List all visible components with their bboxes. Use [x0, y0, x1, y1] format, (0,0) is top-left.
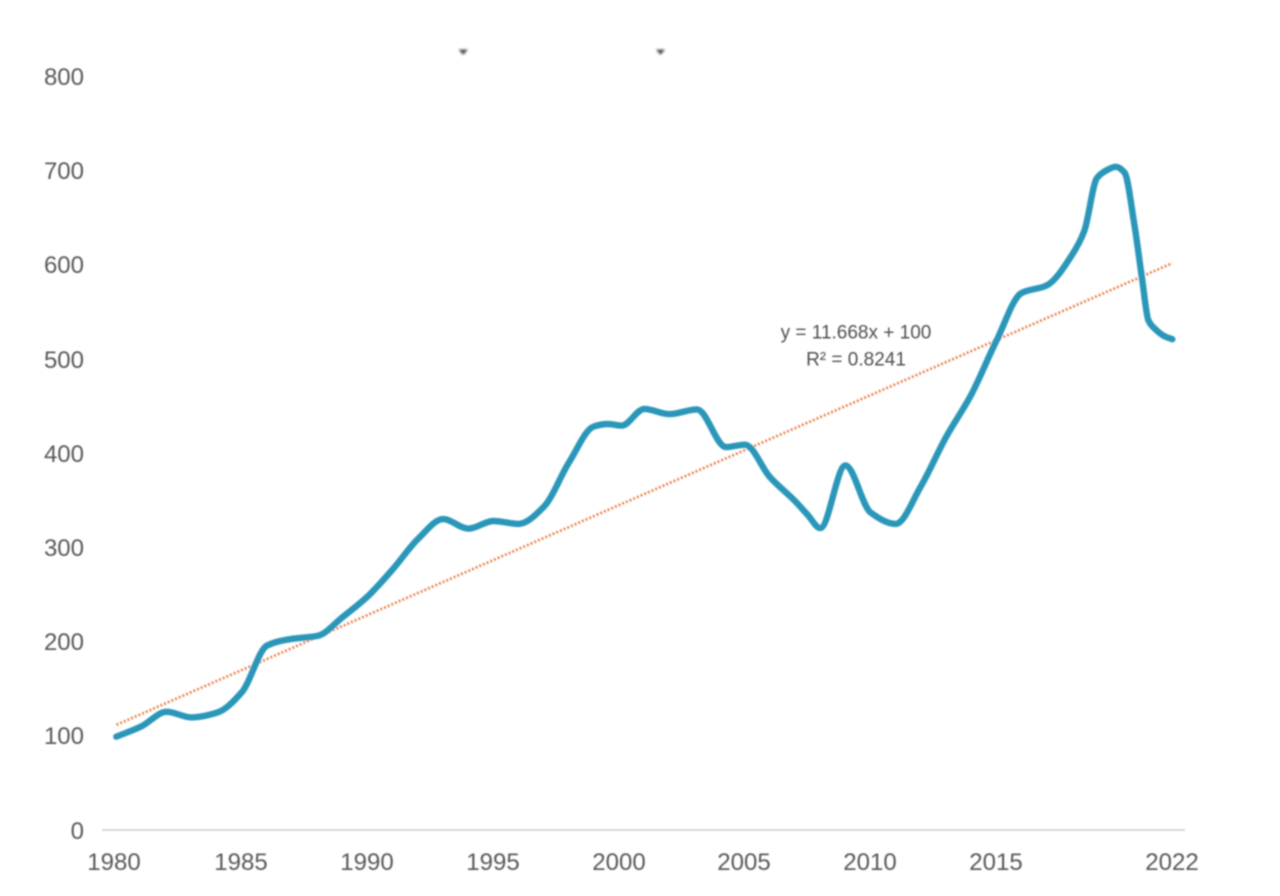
svg-text:2015: 2015 — [969, 849, 1022, 876]
svg-text:500: 500 — [44, 347, 84, 374]
svg-text:800: 800 — [44, 64, 84, 91]
svg-text:200: 200 — [44, 629, 84, 656]
svg-text:R² = 0.8241: R² = 0.8241 — [806, 350, 906, 371]
svg-text:700: 700 — [44, 158, 84, 185]
svg-text:0: 0 — [71, 818, 84, 845]
svg-text:1985: 1985 — [214, 849, 267, 876]
svg-text:300: 300 — [44, 535, 84, 562]
svg-text:400: 400 — [44, 441, 84, 468]
svg-text:1980: 1980 — [87, 849, 140, 876]
svg-text:1990: 1990 — [340, 849, 393, 876]
svg-text:2010: 2010 — [843, 849, 896, 876]
svg-text:600: 600 — [44, 252, 84, 279]
svg-text:y = 11.668x + 100: y = 11.668x + 100 — [781, 323, 932, 344]
svg-text:2005: 2005 — [717, 849, 770, 876]
svg-text:2022: 2022 — [1145, 849, 1198, 876]
svg-text:100: 100 — [44, 723, 84, 750]
svg-text:1995: 1995 — [466, 849, 519, 876]
svg-text:2000: 2000 — [592, 849, 645, 876]
